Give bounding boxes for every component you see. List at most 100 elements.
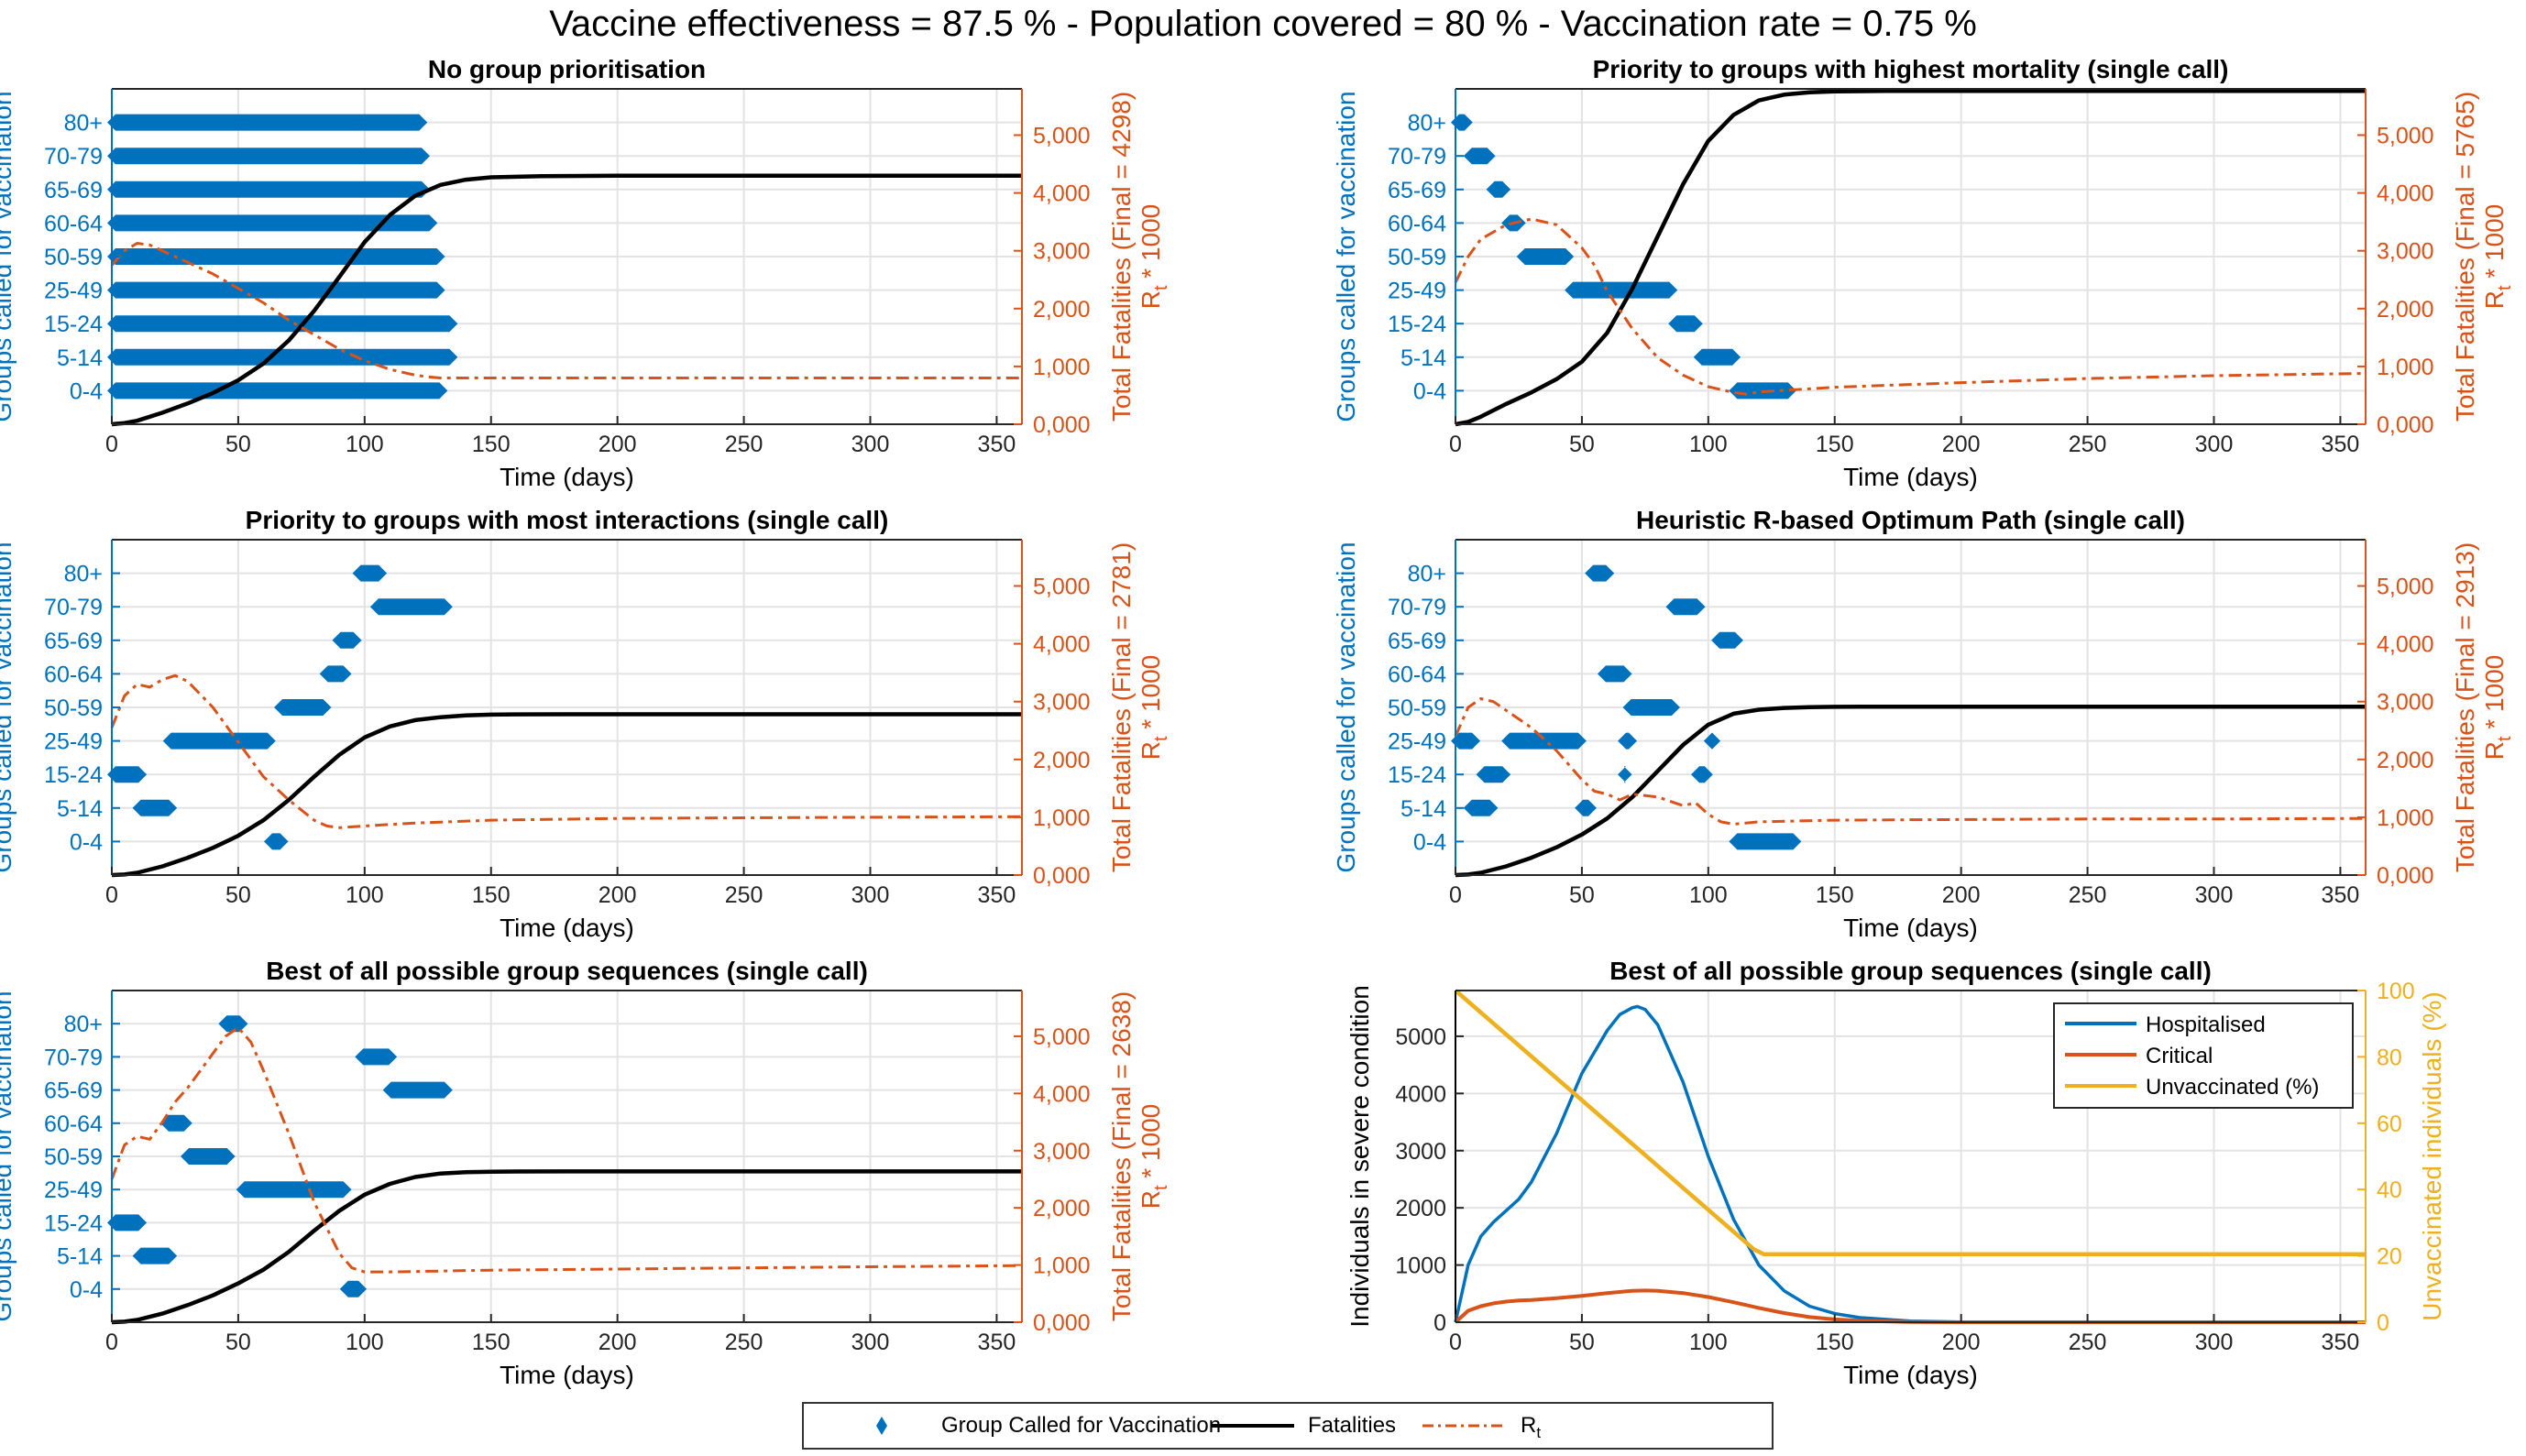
x-tick-label: 250	[2069, 432, 2107, 457]
chart-panel-1: 0 50 100 150 200 250 300 350 Time (days) 0-4 5-14 1…	[0, 55, 1171, 491]
y-tick-label-right: 3,000	[1033, 239, 1091, 265]
figure-legend: Group Called for Vaccination Fatalities …	[802, 1402, 1774, 1450]
group-label-65-69: 65-69	[44, 178, 103, 203]
y-tick-label-right: 4,000	[1033, 181, 1091, 207]
vaccination-bar-25-49	[1451, 732, 1481, 750]
x-tick-label: 350	[978, 882, 1016, 908]
x-tick-label: 100	[1689, 432, 1728, 457]
chart-panel-4: 0 50 100 150 200 250 300 350 Time (days) 0-4 5-14 1…	[1332, 506, 2515, 942]
vaccination-bar-65-69	[1711, 631, 1743, 649]
vaccination-bar-15-24	[107, 315, 458, 333]
legend-label-group-called: Group Called for Vaccination	[941, 1413, 1222, 1438]
vaccination-bar-65-69	[382, 1081, 453, 1099]
group-label-50-59: 50-59	[44, 245, 103, 270]
vaccination-bar-25-49	[1618, 732, 1638, 750]
vaccination-bar-65-69	[1486, 181, 1511, 198]
vaccination-bar-60-64	[319, 665, 352, 683]
x-tick-label: 300	[2195, 882, 2234, 908]
y-axis-label-right: Total Fatalities (Final = 2781)	[1107, 542, 1136, 872]
vaccination-bar-5-14	[107, 348, 458, 366]
x-tick-label: 250	[2069, 1330, 2107, 1355]
x-tick-label: 0	[1449, 432, 1462, 457]
x-tick-label: 200	[1942, 432, 1981, 457]
chart-title: Heuristic R-based Optimum Path (single c…	[1636, 506, 2185, 534]
group-label-80+: 80+	[1408, 562, 1446, 587]
chart-title: No group prioritisation	[428, 55, 706, 83]
y-axis-label-left: Groups called for vaccination	[0, 91, 16, 421]
vaccination-bar-25-49	[1565, 281, 1678, 299]
fatalities-line	[1455, 704, 2366, 878]
y-axis-label-right: Unvaccinated individuals (%)	[2418, 991, 2446, 1321]
group-label-15-24: 15-24	[44, 1210, 103, 1236]
y-tick-label-right: 4,000	[1033, 632, 1091, 658]
group-label-70-79: 70-79	[1388, 595, 1446, 620]
inner-legend-label: Critical	[2146, 1044, 2213, 1068]
vaccination-bar-15-24	[1668, 315, 1703, 333]
y-tick-label-left: 5000	[1395, 1024, 1446, 1050]
x-tick-label: 50	[1569, 882, 1595, 908]
vaccination-bar-0-4	[264, 833, 289, 850]
group-label-25-49: 25-49	[1388, 279, 1446, 304]
x-tick-label: 50	[225, 1330, 251, 1355]
x-tick-label: 350	[2322, 1330, 2360, 1355]
group-label-15-24: 15-24	[44, 312, 103, 337]
y-tick-label-right: 40	[2377, 1177, 2402, 1203]
y-tick-label-left: 0	[1433, 1310, 1446, 1336]
y-tick-label-right: 0,000	[1033, 1310, 1091, 1336]
x-tick-label: 250	[725, 432, 763, 457]
x-tick-label: 200	[599, 432, 637, 457]
vaccination-bar-70-79	[1463, 148, 1496, 165]
legend-item-group-called: Group Called for Vaccination	[804, 1404, 1221, 1448]
inner-legend-label: Unvaccinated (%)	[2146, 1075, 2319, 1100]
vaccination-bar-0-4	[107, 382, 448, 400]
diamond-marker-icon	[876, 1417, 887, 1435]
vaccination-bar-50-59	[1622, 699, 1680, 716]
y-axis-label-right: Total Fatalities (Final = 5765)	[2451, 92, 2479, 421]
vaccination-bar-60-64	[107, 214, 438, 232]
fatalities-line	[1455, 88, 2366, 427]
x-tick-label: 150	[1816, 432, 1854, 457]
y-tick-label-right: 0,000	[2377, 412, 2434, 438]
group-label-0-4: 0-4	[70, 1277, 103, 1303]
x-tick-label: 250	[725, 882, 763, 908]
critical-line	[1454, 1288, 2366, 1324]
rt-line	[110, 673, 1023, 829]
vaccination-bar-50-59	[107, 248, 445, 265]
group-label-60-64: 60-64	[44, 211, 103, 236]
x-axis-label: Time (days)	[500, 463, 634, 491]
fatalities-line	[111, 173, 1022, 427]
y-axis-label-right: Total Fatalities (Final = 2913)	[2451, 542, 2479, 872]
y-tick-label-right: 1,000	[2377, 355, 2434, 380]
vaccination-bar-5-14	[132, 799, 178, 816]
x-axis-label: Time (days)	[1843, 914, 1978, 942]
group-label-0-4: 0-4	[70, 829, 103, 855]
x-tick-label: 100	[346, 432, 384, 457]
y-axis-label-right-rt: Rt * 1000	[2480, 204, 2515, 310]
vaccination-bar-5-14	[1693, 348, 1741, 366]
group-label-5-14: 5-14	[1400, 796, 1446, 822]
x-tick-label: 300	[2195, 1330, 2234, 1355]
group-label-15-24: 15-24	[44, 762, 103, 788]
group-label-50-59: 50-59	[1388, 245, 1446, 270]
x-tick-label: 0	[1449, 882, 1462, 908]
chart-title: Priority to groups with most interaction…	[246, 506, 889, 534]
x-tick-label: 100	[346, 1330, 384, 1355]
y-axis-label-left: Groups called for vaccination	[0, 542, 16, 872]
x-tick-label: 50	[225, 432, 251, 457]
group-label-60-64: 60-64	[44, 1111, 103, 1137]
group-label-80+: 80+	[64, 1012, 103, 1037]
vaccination-bar-70-79	[107, 148, 431, 165]
y-tick-label-right: 1,000	[1033, 805, 1091, 831]
y-tick-label-right: 4,000	[1033, 1081, 1091, 1107]
y-tick-label-right: 0,000	[1033, 863, 1091, 889]
vaccination-bar-0-4	[1729, 833, 1802, 850]
group-label-5-14: 5-14	[57, 796, 103, 822]
inner-legend-label: Hospitalised	[2146, 1013, 2266, 1037]
fatalities-line	[111, 712, 1022, 878]
y-tick-label-right: 100	[2377, 979, 2415, 1004]
chart-panel-2: 0 50 100 150 200 250 300 350 Time (days) 0-4 5-14 1…	[1332, 55, 2515, 491]
x-tick-label: 150	[1816, 1330, 1854, 1355]
y-axis-label-right-rt: Rt * 1000	[1137, 204, 1171, 310]
x-tick-label: 250	[725, 1330, 763, 1355]
